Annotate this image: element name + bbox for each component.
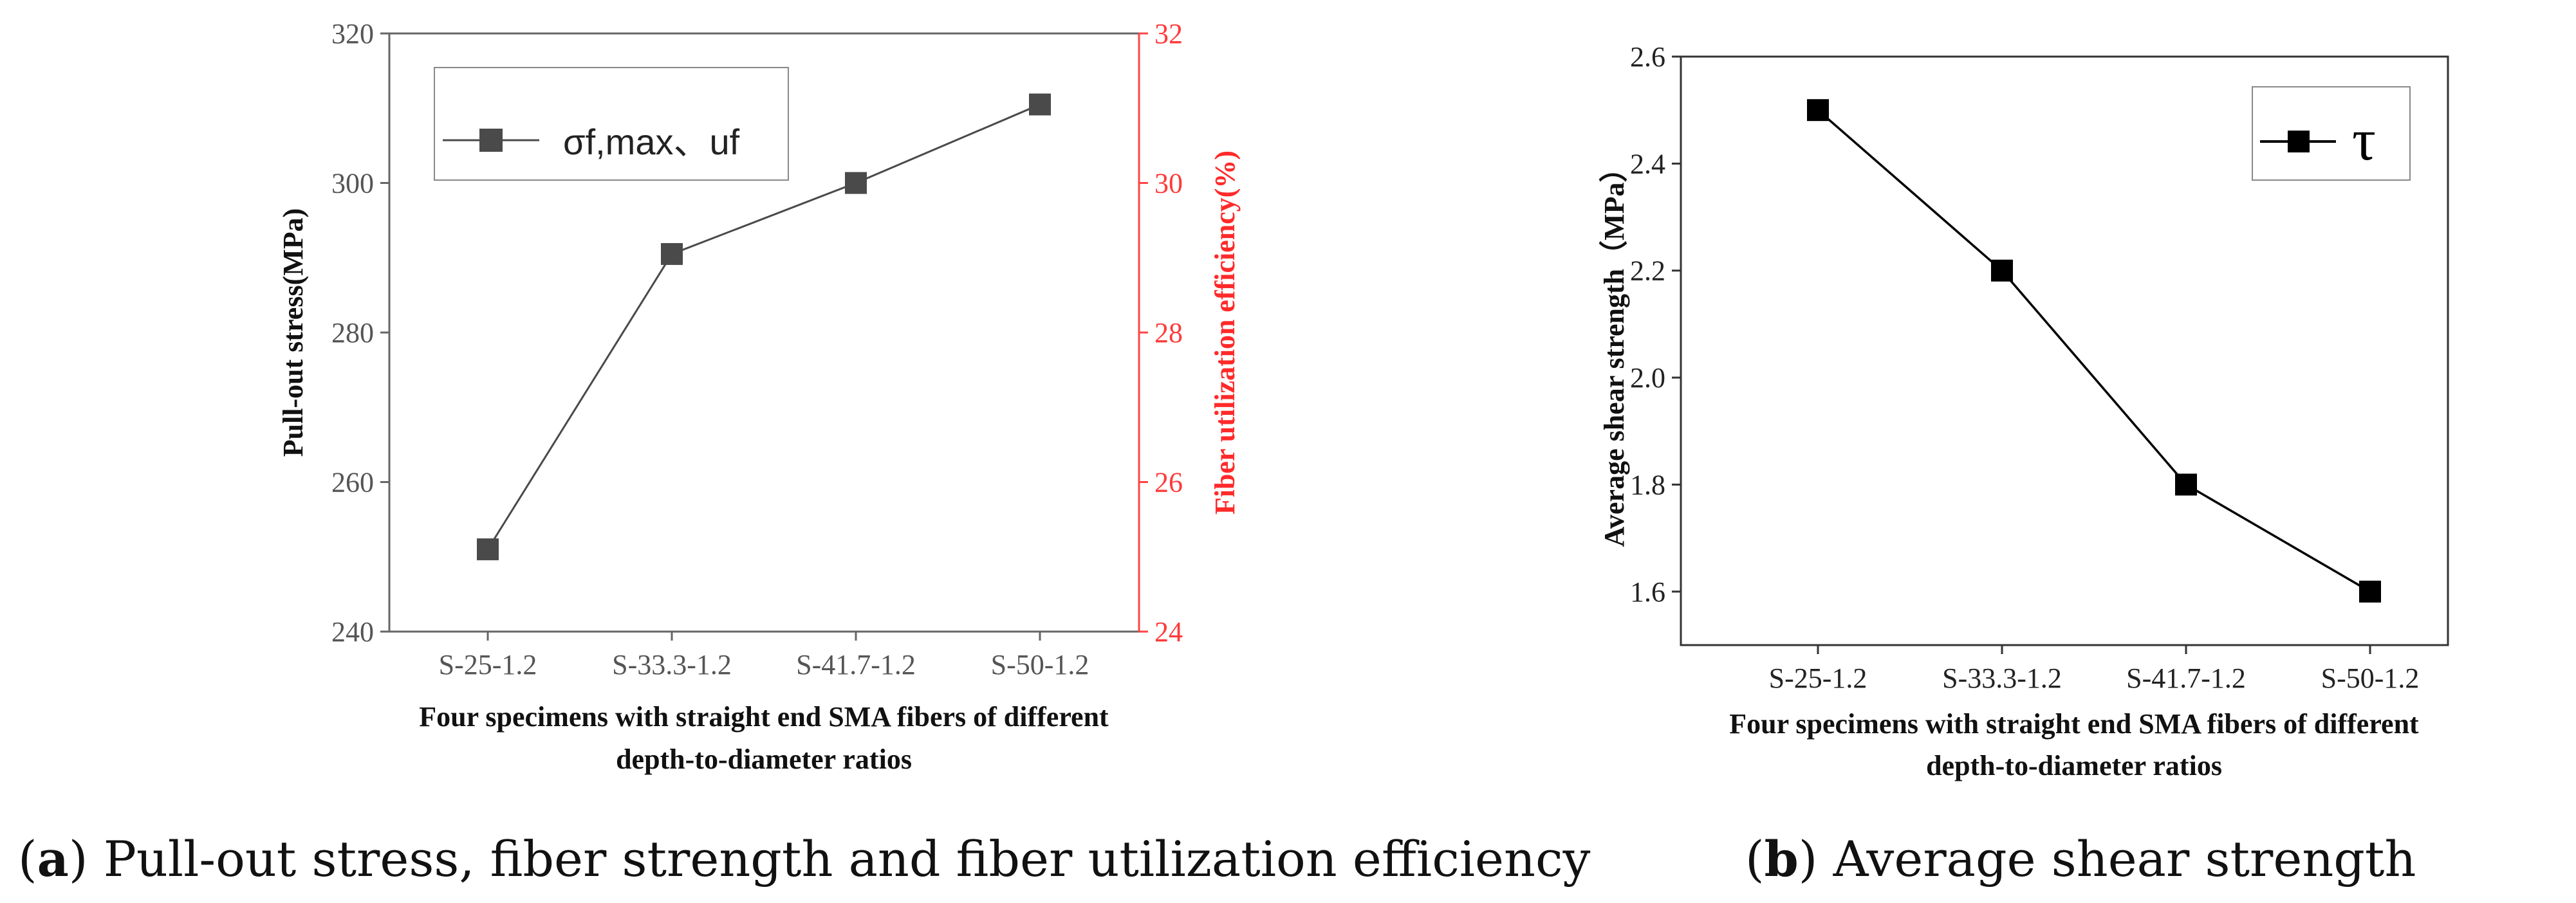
chart-b-x-tick-label: S-41.7-1.2 bbox=[2126, 662, 2246, 694]
chart-a-legend: σf,max、uf bbox=[434, 67, 789, 181]
chart-b-y-axis-label: Average shear strength（MPa） bbox=[1598, 154, 1630, 547]
chart-a-y2-tick-label: 28 bbox=[1154, 317, 1183, 349]
chart-b-y-tick-label: 2.2 bbox=[1630, 255, 1665, 287]
caption-b-text: Average shear strength bbox=[1817, 830, 2416, 888]
chart-a-x-axis-label-line1: Four specimens with straight end SMA fib… bbox=[419, 701, 1109, 733]
chart-a-point bbox=[477, 538, 499, 561]
chart-b-legend-marker bbox=[2288, 131, 2310, 152]
chart-a-x-axis-label-line2: depth-to-diameter ratios bbox=[616, 743, 912, 775]
chart-a-legend-box bbox=[434, 67, 789, 181]
chart-b-point bbox=[2175, 473, 2197, 496]
chart-a-y-tick-label: 280 bbox=[331, 317, 374, 349]
caption-b-close-paren: ) bbox=[1799, 830, 1818, 888]
caption-a-text: Pull-out stress, fiber strength and fibe… bbox=[88, 830, 1591, 888]
chart-b-legend-label: τ bbox=[2352, 107, 2376, 172]
chart-a-y2-ticks: 24 26 28 30 32 bbox=[1138, 18, 1183, 648]
caption-a: (a) Pull-out stress, fiber strength and … bbox=[18, 830, 1591, 888]
chart-b-x-tick-label: S-25-1.2 bbox=[1769, 662, 1867, 694]
chart-b-y-tick-label: 1.8 bbox=[1630, 469, 1665, 500]
chart-b-legend: τ bbox=[2252, 86, 2411, 181]
chart-a-y-axis-label: Pull-out stress(MPa) bbox=[277, 208, 309, 457]
chart-b-y-tick-label: 2.6 bbox=[1630, 41, 1665, 73]
chart-a-legend-label: σf,max、uf bbox=[563, 122, 740, 162]
chart-a-point bbox=[1029, 93, 1051, 116]
chart-a-y2-tick-label: 32 bbox=[1154, 18, 1183, 50]
chart-b-x-tick-label: S-33.3-1.2 bbox=[1942, 662, 2062, 694]
chart-b-x-ticks: S-25-1.2 S-33.3-1.2 S-41.7-1.2 S-50-1.2 bbox=[1769, 645, 2420, 694]
chart-a-y-tick-label: 260 bbox=[331, 467, 374, 498]
chart-a-point bbox=[845, 172, 867, 194]
chart-a-y-tick-label: 320 bbox=[331, 18, 374, 50]
chart-b-points bbox=[1807, 99, 2381, 603]
chart-a-y-tick-label: 240 bbox=[331, 616, 374, 648]
chart-a-legend-marker bbox=[479, 129, 503, 152]
chart-b-y-tick-label: 2.4 bbox=[1630, 148, 1665, 179]
chart-a-y2-axis-label: Fiber utilization efficiency(%) bbox=[1209, 150, 1241, 515]
chart-a: 240 260 280 300 320 24 26 28 30 32 S-25-1.2 S-33.… bbox=[18, 18, 1591, 888]
chart-a-y-tick-label: 300 bbox=[331, 168, 374, 199]
chart-a-point bbox=[661, 242, 683, 265]
caption-b: (b) Average shear strength bbox=[1745, 830, 2416, 888]
chart-a-y2-tick-label: 30 bbox=[1154, 168, 1183, 199]
chart-b-point bbox=[2359, 580, 2381, 603]
chart-b-y-tick-label: 1.6 bbox=[1630, 576, 1665, 608]
chart-a-x-tick-label: S-25-1.2 bbox=[439, 649, 537, 680]
chart-a-series-line bbox=[486, 104, 1041, 550]
chart-a-y2-tick-label: 24 bbox=[1154, 616, 1183, 648]
caption-a-letter: a bbox=[37, 830, 69, 888]
chart-b: 1.6 1.8 2.0 2.2 2.4 2.6 S-25-1.2 S-33.3-1.2 S-4… bbox=[1598, 41, 2449, 888]
chart-b-y-ticks: 1.6 1.8 2.0 2.2 2.4 2.6 bbox=[1630, 41, 1681, 608]
chart-a-y-ticks: 240 260 280 300 320 bbox=[331, 18, 389, 648]
chart-a-x-tick-label: S-41.7-1.2 bbox=[796, 649, 916, 680]
chart-b-legend-box bbox=[2252, 86, 2411, 181]
chart-a-y2-tick-label: 26 bbox=[1154, 467, 1183, 498]
chart-b-y-tick-label: 2.0 bbox=[1630, 362, 1665, 394]
caption-b-open-paren: ( bbox=[1745, 830, 1765, 888]
chart-a-x-tick-label: S-33.3-1.2 bbox=[612, 649, 732, 680]
chart-b-x-axis-label-line2: depth-to-diameter ratios bbox=[1926, 750, 2222, 781]
caption-a-close-paren: ) bbox=[69, 830, 88, 888]
chart-b-series-line bbox=[1817, 109, 2371, 593]
chart-a-points bbox=[477, 93, 1051, 561]
chart-a-x-ticks: S-25-1.2 S-33.3-1.2 S-41.7-1.2 S-50-1.2 bbox=[439, 632, 1089, 680]
caption-a-open-paren: ( bbox=[18, 830, 37, 888]
chart-b-point bbox=[1807, 99, 1829, 122]
chart-b-plot-frame bbox=[1680, 55, 2449, 646]
chart-a-x-tick-label: S-50-1.2 bbox=[991, 649, 1089, 680]
chart-b-x-tick-label: S-50-1.2 bbox=[2321, 662, 2420, 694]
chart-b-x-axis-label-line1: Four specimens with straight end SMA fib… bbox=[1729, 708, 2419, 740]
caption-b-letter: b bbox=[1765, 830, 1799, 888]
chart-b-point bbox=[1991, 259, 2013, 282]
